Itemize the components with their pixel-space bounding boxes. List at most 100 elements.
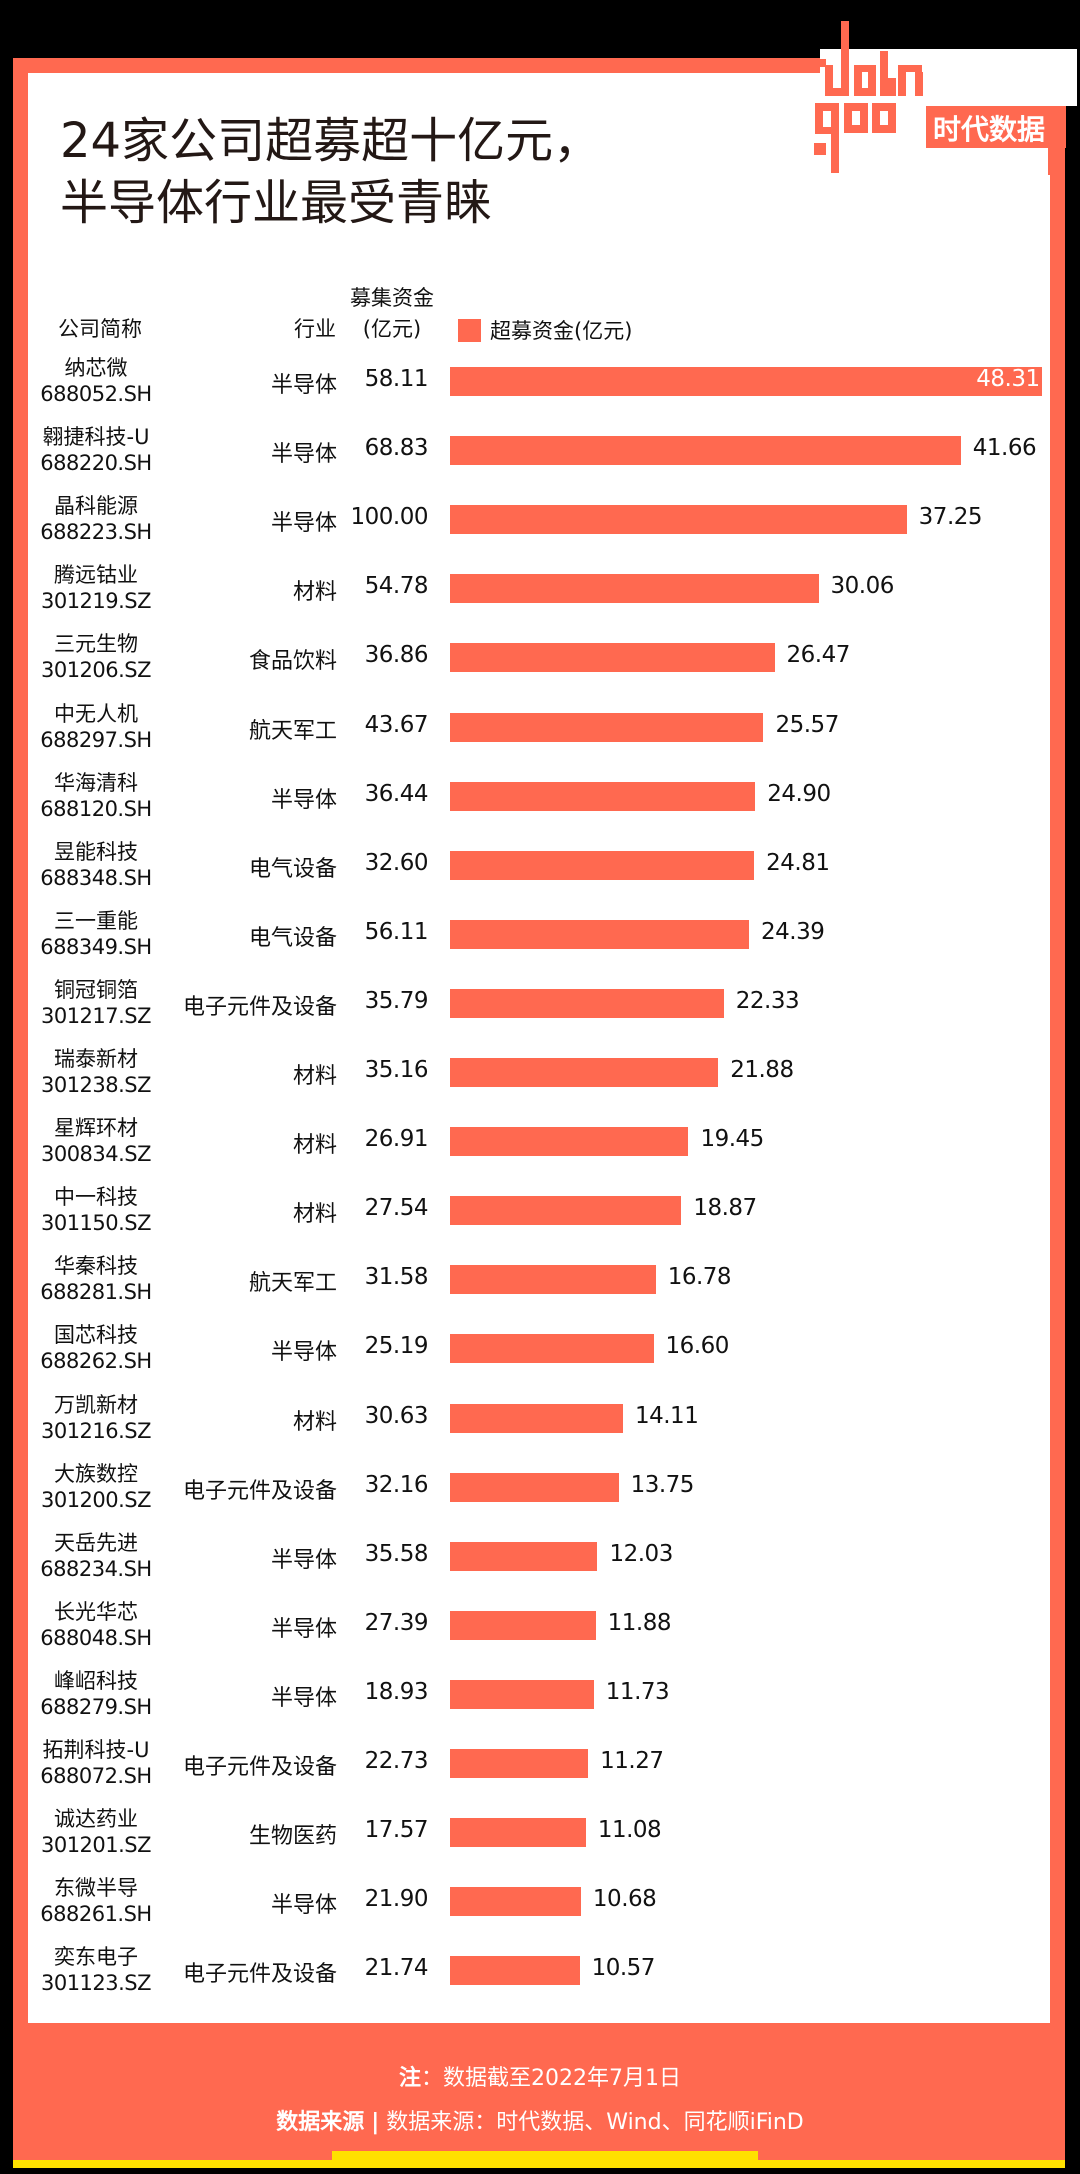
table-row: 万凯新材 301216.SZ 材料 30.63 14.11 [0,1384,1080,1453]
company-code: 301216.SZ [40,1418,152,1443]
industry-cell: 半导体 [270,511,337,537]
raised-capital-cell: 27.54 [364,1195,429,1222]
raised-capital-cell: 35.58 [364,1540,429,1567]
oversubscription-bar [450,1679,594,1709]
table-row: 东微半导 688261.SH 半导体 21.90 10.68 [0,1867,1080,1936]
industry-cell: 半导体 [270,1340,337,1366]
oversubscription-bar [450,1403,623,1433]
bar-value-label: 26.47 [786,642,851,669]
svg-text:时代数据: 时代数据 [933,113,1045,146]
oversubscription-bar [450,1127,689,1157]
table-row: 三一重能 688349.SH 电气设备 56.11 24.39 [0,900,1080,969]
industry-cell: 材料 [292,1202,337,1228]
company-name: 华秦科技 [54,1254,138,1279]
company-name: 中无人机 [54,701,138,726]
bar-value-label: 11.88 [607,1609,672,1636]
company-cell: 华海清科 688120.SH [20,770,172,822]
company-name: 中一科技 [54,1185,138,1210]
table-row: 瑞泰新材 301238.SZ 材料 35.16 21.88 [0,1038,1080,1107]
company-code: 301219.SZ [40,589,152,614]
company-cell: 天岳先进 688234.SH [20,1530,172,1582]
oversubscription-bar [450,850,755,880]
bar-value-label: 48.31 [976,366,1040,392]
table-row: 纳芯微 688052.SH 半导体 58.11 48.31 [0,347,1080,416]
industry-cell: 半导体 [270,1547,337,1573]
oversubscription-bar [450,1472,619,1502]
table-row: 奕东电子 301123.SZ 电子元件及设备 21.74 10.57 [0,1936,1080,2005]
industry-cell: 生物医药 [248,1824,337,1850]
oversubscription-bar [450,712,764,742]
title-line-2: 半导体行业最受青睐 [60,175,493,231]
company-cell: 翱捷科技-U 688220.SH [20,424,172,476]
industry-cell: 电子元件及设备 [182,1962,337,1988]
bar-value-label: 11.27 [600,1748,664,1774]
raised-capital-cell: 56.11 [364,918,429,945]
bar-value-label: 37.25 [918,504,983,531]
company-cell: 东微半导 688261.SH [20,1875,172,1927]
bar-value-label: 11.73 [605,1678,670,1705]
company-name: 国芯科技 [54,1323,138,1348]
header-raised-line1: 募集资金 [350,286,434,310]
header-raised-line2: (亿元) [362,317,422,341]
company-cell: 奕东电子 301123.SZ [20,1944,172,1996]
industry-cell: 半导体 [270,442,337,468]
company-name: 腾远钴业 [54,563,138,588]
company-name: 天岳先进 [54,1530,138,1555]
oversubscription-bar [450,781,756,811]
company-code: 688281.SH [40,1280,152,1305]
table-row: 铜冠铜箔 301217.SZ 电子元件及设备 35.79 22.33 [0,969,1080,1038]
company-code: 688072.SH [40,1764,152,1788]
table-row: 腾远钴业 301219.SZ 材料 54.78 30.06 [0,554,1080,623]
company-name: 星辉环材 [54,1116,138,1141]
company-name: 峰岹科技 [54,1668,138,1693]
company-name: 翱捷科技-U [42,425,150,450]
company-cell: 三一重能 688349.SH [20,908,172,960]
bar-value-label: 13.75 [630,1471,695,1498]
industry-cell: 半导体 [270,373,337,398]
table-row: 华海清科 688120.SH 半导体 36.44 24.90 [0,762,1080,831]
company-code: 688279.SH [40,1694,152,1719]
industry-cell: 半导体 [270,1616,337,1642]
table-row: 中一科技 301150.SZ 材料 27.54 18.87 [0,1176,1080,1245]
company-name: 三一重能 [54,908,138,933]
oversubscription-bar [450,1334,654,1364]
company-name: 大族数控 [54,1461,138,1486]
table-row: 三元生物 301206.SZ 食品饮料 36.86 26.47 [0,623,1080,692]
company-name: 拓荆科技-U [42,1738,150,1762]
company-code: 688262.SH [40,1349,152,1374]
company-code: 301200.SZ [40,1487,152,1512]
source-label: 数据来源 [276,2110,365,2135]
oversubscription-bar [450,1749,589,1778]
oversubscription-bar [450,1541,598,1571]
raised-capital-cell: 54.78 [364,573,429,600]
raised-capital-cell: 32.16 [364,1471,429,1498]
raised-capital-cell: 17.57 [364,1817,429,1844]
bar-value-label: 14.11 [634,1402,699,1429]
company-name: 三元生物 [54,632,138,657]
bar-value-label: 24.90 [767,780,831,807]
table-row: 峰岹科技 688279.SH 半导体 18.93 11.73 [0,1660,1080,1729]
bar-value-label: 21.88 [730,1057,794,1083]
raised-capital-cell: 25.19 [364,1333,429,1360]
company-name: 昱能科技 [54,839,138,864]
industry-cell: 半导体 [270,1685,337,1711]
industry-cell: 航天军工 [248,718,337,744]
oversubscription-bar [450,1818,586,1848]
oversubscription-bar [450,1058,719,1087]
industry-cell: 电气设备 [248,856,337,882]
company-name: 纳芯微 [64,356,128,380]
header-company: 公司简称 [58,317,142,341]
company-code: 301217.SZ [40,1003,152,1028]
footer-note: 注：数据截至2022年7月1日 [0,2060,1080,2092]
title-line-1: 24家公司超募超十亿元， [60,113,602,169]
oversubscription-bar [450,1956,580,1986]
datagod-logo: 时代数据 [800,15,1080,175]
company-cell: 万凯新材 301216.SZ [20,1392,172,1444]
table-row: 诚达药业 301201.SZ 生物医药 17.57 11.08 [0,1798,1080,1867]
industry-cell: 材料 [292,1409,337,1435]
company-cell: 晶科能源 688223.SH [20,493,172,545]
raised-capital-cell: 21.74 [364,1955,429,1982]
raised-capital-cell: 27.39 [364,1609,429,1636]
table-row: 长光华芯 688048.SH 半导体 27.39 11.88 [0,1591,1080,1660]
company-code: 688223.SH [40,520,152,545]
